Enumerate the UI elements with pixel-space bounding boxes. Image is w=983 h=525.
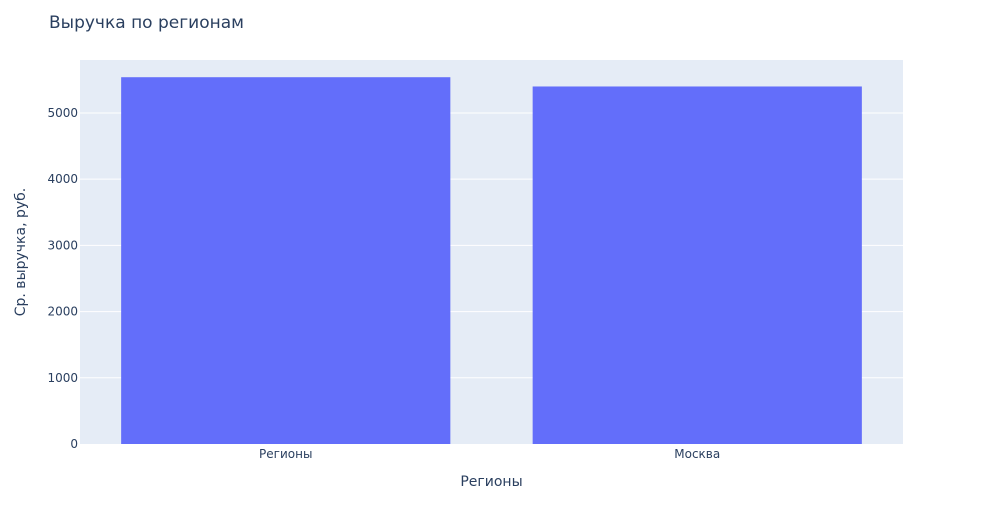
bar[interactable]	[121, 77, 451, 444]
bar[interactable]	[532, 86, 862, 444]
y-tick-label: 5000	[47, 106, 78, 120]
x-tick-label: Регионы	[259, 447, 312, 461]
y-tick-label: 1000	[47, 371, 78, 385]
y-tick-label: 4000	[47, 172, 78, 186]
bars	[121, 77, 862, 444]
y-axis-ticks: 0 1000 2000 3000 4000 5000	[47, 106, 78, 451]
y-tick-label: 0	[70, 437, 78, 451]
y-axis-title: Ср. выручка, руб.	[13, 188, 29, 317]
x-tick-label: Москва	[674, 447, 720, 461]
x-axis-title: Регионы	[460, 474, 522, 490]
chart-title: Выручка по регионам	[49, 13, 244, 33]
x-axis-ticks: Регионы Москва	[259, 447, 720, 461]
y-tick-label: 3000	[47, 238, 78, 252]
y-tick-label: 2000	[47, 305, 78, 319]
